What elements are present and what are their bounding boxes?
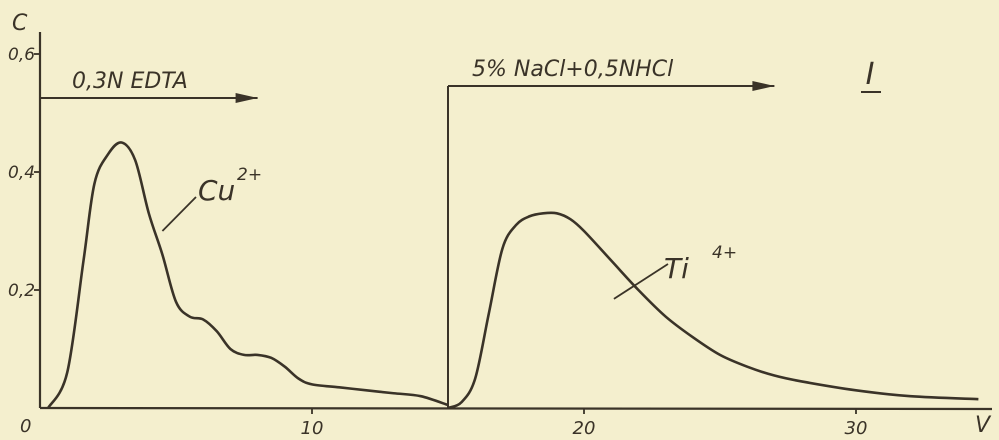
ti-leader-line — [613, 263, 669, 300]
y-tick-label: 0,4 — [8, 163, 35, 183]
eluent-label: 0,3N EDTA — [72, 69, 188, 94]
axes — [38, 32, 993, 411]
eluent-arrowhead — [235, 93, 258, 103]
tick-marks — [34, 53, 857, 414]
label-layer: 0,2 0,4 0,6 10 20 30 0 C V I 0,3N EDTA 5% NaCl+0,5N… — [8, 11, 992, 439]
eluent-arrowhead — [752, 81, 775, 91]
y-tick-label: 0,2 — [8, 281, 35, 301]
eluent-arrows — [40, 81, 775, 408]
y-axis-label: C — [12, 11, 28, 36]
x-axis-label: V — [975, 413, 992, 438]
series-line-ti — [447, 211, 979, 410]
x-axis-line — [39, 406, 993, 411]
x-tick-label: 30 — [845, 418, 868, 439]
series-label-ti: Ti — [664, 252, 689, 285]
cu-leader-line — [161, 196, 197, 232]
series-line-cu — [47, 141, 449, 409]
eluent-label: 5% NaCl+0,5NHCl — [472, 57, 673, 82]
x-origin-label: 0 — [20, 416, 31, 437]
x-tick-label: 20 — [573, 418, 596, 439]
series-label-cu-charge: 2+ — [237, 165, 262, 185]
y-tick-label: 0,6 — [8, 45, 35, 65]
figure-label: I — [866, 57, 875, 92]
series-label-cu: Cu — [198, 174, 235, 207]
series-layer — [47, 141, 979, 410]
x-tick-label: 10 — [301, 418, 324, 439]
series-label-ti-charge: 4+ — [712, 243, 737, 263]
